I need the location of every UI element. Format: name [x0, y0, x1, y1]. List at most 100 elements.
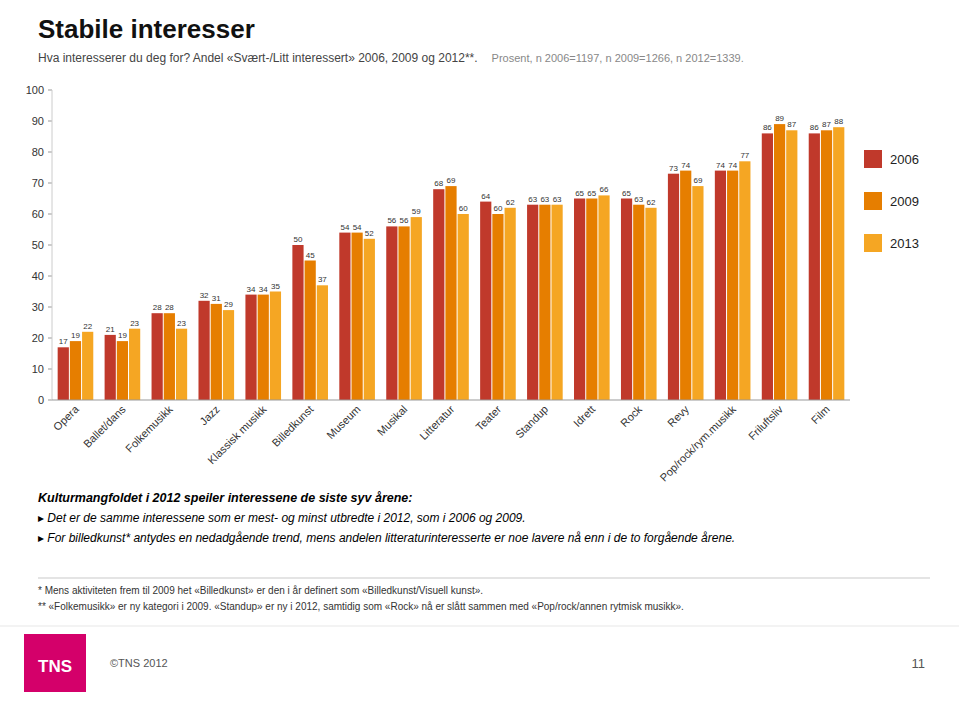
x-tick-label: Revy [665, 403, 692, 430]
bar [774, 124, 785, 400]
data-label: 65 [575, 189, 584, 198]
bar [245, 295, 256, 400]
x-tick-label: Pop/rock/rym.musikk [657, 403, 738, 484]
data-label: 66 [600, 185, 609, 194]
bar [352, 233, 363, 400]
y-tick-label: 90 [32, 115, 44, 127]
y-tick [48, 276, 52, 277]
bar [821, 130, 832, 400]
bar [198, 301, 209, 400]
data-label: 56 [400, 216, 409, 225]
data-label: 63 [540, 195, 549, 204]
data-label: 28 [153, 303, 162, 312]
data-label: 60 [493, 204, 502, 213]
data-label: 31 [212, 294, 221, 303]
y-tick [48, 338, 52, 339]
y-tick [48, 183, 52, 184]
bar [833, 127, 844, 400]
bar [762, 133, 773, 400]
x-tick-label: Litteratur [417, 403, 456, 442]
data-label: 22 [83, 322, 92, 331]
data-label: 63 [528, 195, 537, 204]
bar [645, 208, 656, 400]
data-label: 87 [787, 120, 796, 129]
data-label: 64 [481, 192, 490, 201]
data-label: 19 [118, 331, 127, 340]
x-tick-label: Klassisk musikk [205, 403, 269, 467]
bar [82, 332, 93, 400]
data-label: 54 [340, 223, 349, 232]
bar [586, 199, 597, 401]
page-number: 11 [912, 656, 926, 671]
data-label: 50 [294, 235, 303, 244]
bar [411, 217, 422, 400]
copyright: ©TNS 2012 [110, 657, 168, 669]
y-tick [48, 400, 52, 401]
bar [223, 310, 234, 400]
legend-label: 2006 [890, 152, 919, 167]
data-label: 69 [693, 176, 702, 185]
bar [117, 341, 128, 400]
data-labels: 1721283234505456686463656573748686191928… [59, 114, 844, 346]
legend-swatch [864, 192, 882, 210]
x-tick-label: Jazz [197, 403, 221, 427]
bar [364, 239, 375, 400]
bar [809, 133, 820, 400]
data-label: 65 [587, 189, 596, 198]
bar [492, 214, 503, 400]
x-tick-label: Standup [513, 403, 550, 440]
data-label: 34 [259, 285, 268, 294]
bar [786, 130, 797, 400]
bar [211, 304, 222, 400]
subtitle-line: Hva interesserer du deg for? Andel «Svær… [38, 51, 744, 65]
y-tick [48, 307, 52, 308]
data-label: 74 [728, 161, 737, 170]
y-tick-label: 100 [26, 84, 44, 96]
data-label: 32 [200, 291, 209, 300]
y-tick-label: 20 [32, 332, 44, 344]
data-label: 34 [247, 285, 256, 294]
y-tick-label: 50 [32, 239, 44, 251]
x-tick-label: Teater [473, 403, 503, 433]
title: Stabile interesser [38, 14, 255, 44]
bar [386, 226, 397, 400]
bar [621, 199, 632, 401]
bar [715, 171, 726, 400]
y-tick-label: 60 [32, 208, 44, 220]
data-label: 68 [434, 179, 443, 188]
x-tick-label: Musikal [375, 403, 410, 438]
data-label: 73 [669, 164, 678, 173]
bar [70, 341, 81, 400]
x-tick-label: Film [809, 403, 832, 426]
bar [668, 174, 679, 400]
x-tick-label: Opera [51, 402, 82, 433]
legend-swatch [864, 234, 882, 252]
data-label: 86 [763, 123, 772, 132]
bar [152, 313, 163, 400]
data-label: 37 [318, 275, 327, 284]
x-axis: OperaBallet/dansFolkemusikkJazzKlassisk … [51, 400, 850, 484]
bar [680, 171, 691, 400]
bar [292, 245, 303, 400]
bar [317, 285, 328, 400]
data-label: 45 [306, 251, 315, 260]
x-tick-label: Museum [324, 403, 362, 441]
logo-box [24, 634, 86, 692]
bar [305, 261, 316, 401]
logo-text: TNS [38, 657, 72, 676]
data-label: 89 [775, 114, 784, 123]
footer-note: * Mens aktiviteten frem til 2009 het «Bi… [38, 585, 483, 596]
y-tick-label: 70 [32, 177, 44, 189]
bar [58, 347, 69, 400]
data-label: 69 [447, 176, 456, 185]
data-label: 62 [506, 198, 515, 207]
y-tick-label: 30 [32, 301, 44, 313]
y-tick [48, 214, 52, 215]
y-tick-label: 10 [32, 363, 44, 375]
bar [539, 205, 550, 400]
y-tick [48, 152, 52, 153]
bar [258, 295, 269, 400]
bar [398, 226, 409, 400]
x-tick-label: Folkemusikk [123, 403, 175, 455]
data-label: 60 [459, 204, 468, 213]
